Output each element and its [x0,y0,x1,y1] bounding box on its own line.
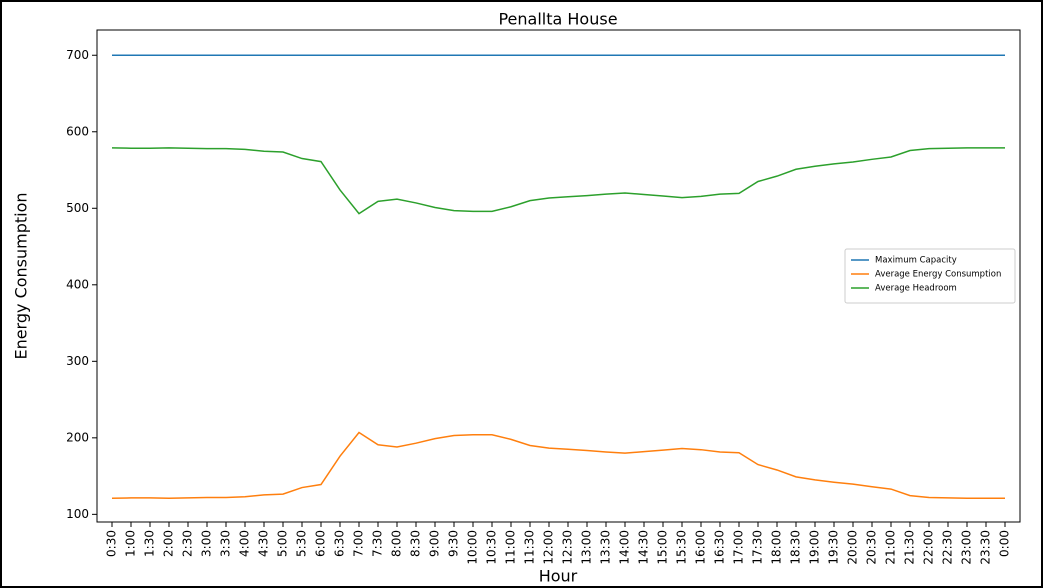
x-tick-label: 23:30 [979,530,993,565]
x-tick-label: 13:00 [580,530,594,565]
x-tick-label: 6:30 [333,530,347,557]
x-axis-label: Hour [539,567,578,586]
y-axis-label: Energy Consumption [12,192,31,359]
y-tick-label: 400 [66,277,89,291]
x-tick-label: 18:00 [770,530,784,565]
x-tick-label: 11:30 [523,530,537,565]
y-tick-label: 200 [66,430,89,444]
x-tick-label: 6:00 [314,530,328,557]
x-tick-label: 14:00 [618,530,632,565]
legend-box [844,248,1016,304]
x-tick-label: 12:30 [561,530,575,565]
x-tick-label: 8:00 [390,530,404,557]
x-tick-label: 7:00 [352,530,366,557]
x-tick-label: 16:30 [713,530,727,565]
x-tick-label: 17:30 [751,530,765,565]
y-tick-label: 100 [66,507,89,521]
x-tick-label: 21:00 [884,530,898,565]
x-tick-label: 0:00 [998,530,1012,557]
x-tick-label: 20:00 [846,530,860,565]
legend-label: Maximum Capacity [875,256,957,266]
x-tick-label: 5:00 [276,530,290,557]
x-tick-label: 9:00 [428,530,442,557]
x-tick-label: 20:30 [865,530,879,565]
series-line [111,147,1005,215]
x-tick-label: 12:00 [542,530,556,565]
x-tick-label: 9:30 [447,530,461,557]
y-tick-label: 500 [66,201,89,215]
x-tick-label: 1:30 [143,530,157,557]
legend: Maximum Capacity Average Energy Consumpti… [844,248,1016,304]
x-tick-label: 19:00 [808,530,822,565]
x-tick-label: 3:00 [200,530,214,557]
x-tick-label: 4:00 [238,530,252,557]
x-tick-label: 22:00 [922,530,936,565]
x-tick-label: 10:30 [485,530,499,565]
x-tick-label: 1:00 [124,530,138,557]
x-tick-label: 8:30 [409,530,423,557]
x-tick-label: 15:30 [675,530,689,565]
x-tick-label: 13:30 [599,530,613,565]
x-tick-label: 17:00 [732,530,746,565]
x-tick-label: 18:30 [789,530,803,565]
legend-label: Average Headroom [875,284,957,294]
x-tick-label: 16:00 [694,530,708,565]
x-tick-label: 4:30 [257,530,271,557]
x-tick-label: 19:30 [827,530,841,565]
x-tick-label: 22:30 [941,530,955,565]
x-tick-label: 2:00 [162,530,176,557]
x-tick-label: 7:30 [371,530,385,557]
x-tick-label: 23:00 [960,530,974,565]
x-tick-label: 10:00 [466,530,480,565]
x-tick-label: 21:30 [903,530,917,565]
x-tick-label: 14:30 [637,530,651,565]
x-tick-label: 0:30 [105,530,119,557]
series-line [111,431,1005,500]
x-tick-label: 15:00 [656,530,670,565]
y-tick-label: 600 [66,124,89,138]
x-tick-label: 2:30 [181,530,195,557]
x-tick-label: 5:30 [295,530,309,557]
plot-frame [96,29,1021,523]
y-tick-label: 700 [66,48,89,62]
y-tick-label: 300 [66,354,89,368]
legend-label: Average Energy Consumption [875,270,1001,280]
x-tick-label: 11:00 [504,530,518,565]
chart-title: Penallta House [498,10,617,29]
x-tick-label: 3:30 [219,530,233,557]
